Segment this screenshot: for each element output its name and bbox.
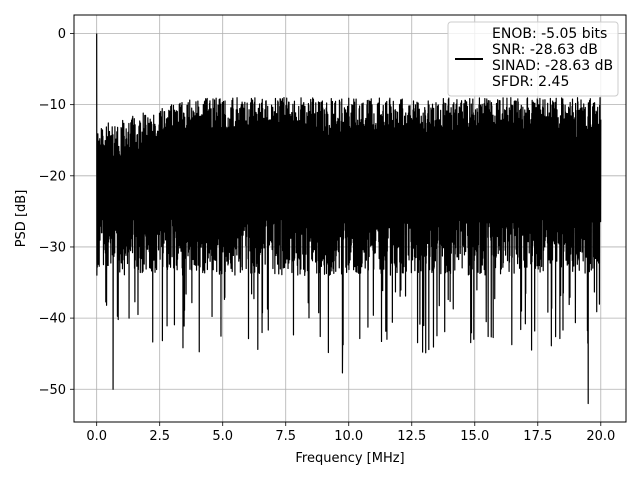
- x-axis-label: Frequency [MHz]: [295, 451, 404, 466]
- y-tick-label: −50: [39, 383, 66, 398]
- y-axis-label: PSD [dB]: [14, 190, 29, 248]
- y-tick-label: −40: [39, 312, 66, 327]
- x-tick-label: 10.0: [334, 429, 363, 444]
- y-tick-label: 0: [58, 27, 66, 42]
- x-tick-label: 12.5: [397, 429, 426, 444]
- y-tick-label: −20: [39, 169, 66, 184]
- legend-box: [447, 21, 619, 97]
- legend-entry-sfdr: SFDR: 2.45: [492, 74, 569, 90]
- psd-line: [96, 33, 602, 405]
- legend-entry-snr: SNR: -28.63 dB: [492, 42, 598, 58]
- x-tick-label: 7.5: [275, 429, 296, 444]
- x-tick-label: 17.5: [523, 429, 552, 444]
- x-tick-label: 0.0: [86, 429, 107, 444]
- axes-frame: [73, 14, 627, 423]
- x-tick-label: 15.0: [460, 429, 489, 444]
- psd-series-line: [96, 33, 602, 405]
- y-axis-ticks: 0 −10 −20 −30 −40 −50: [39, 27, 74, 398]
- x-axis-ticks: 0.0 2.5 5.0 7.5 10.0 12.5 15.0 17.5 20.0: [86, 422, 615, 444]
- legend-entry-enob: ENOB: -5.05 bits: [492, 26, 607, 42]
- x-tick-label: 20.0: [586, 429, 615, 444]
- legend-entry-sinad: SINAD: -28.63 dB: [492, 58, 613, 74]
- legend: ENOB: -5.05 bits SNR: -28.63 dB SINAD: -…: [447, 21, 619, 97]
- y-tick-label: −30: [39, 240, 66, 255]
- y-tick-label: −10: [39, 98, 66, 113]
- x-tick-label: 2.5: [149, 429, 170, 444]
- x-tick-label: 5.0: [212, 429, 233, 444]
